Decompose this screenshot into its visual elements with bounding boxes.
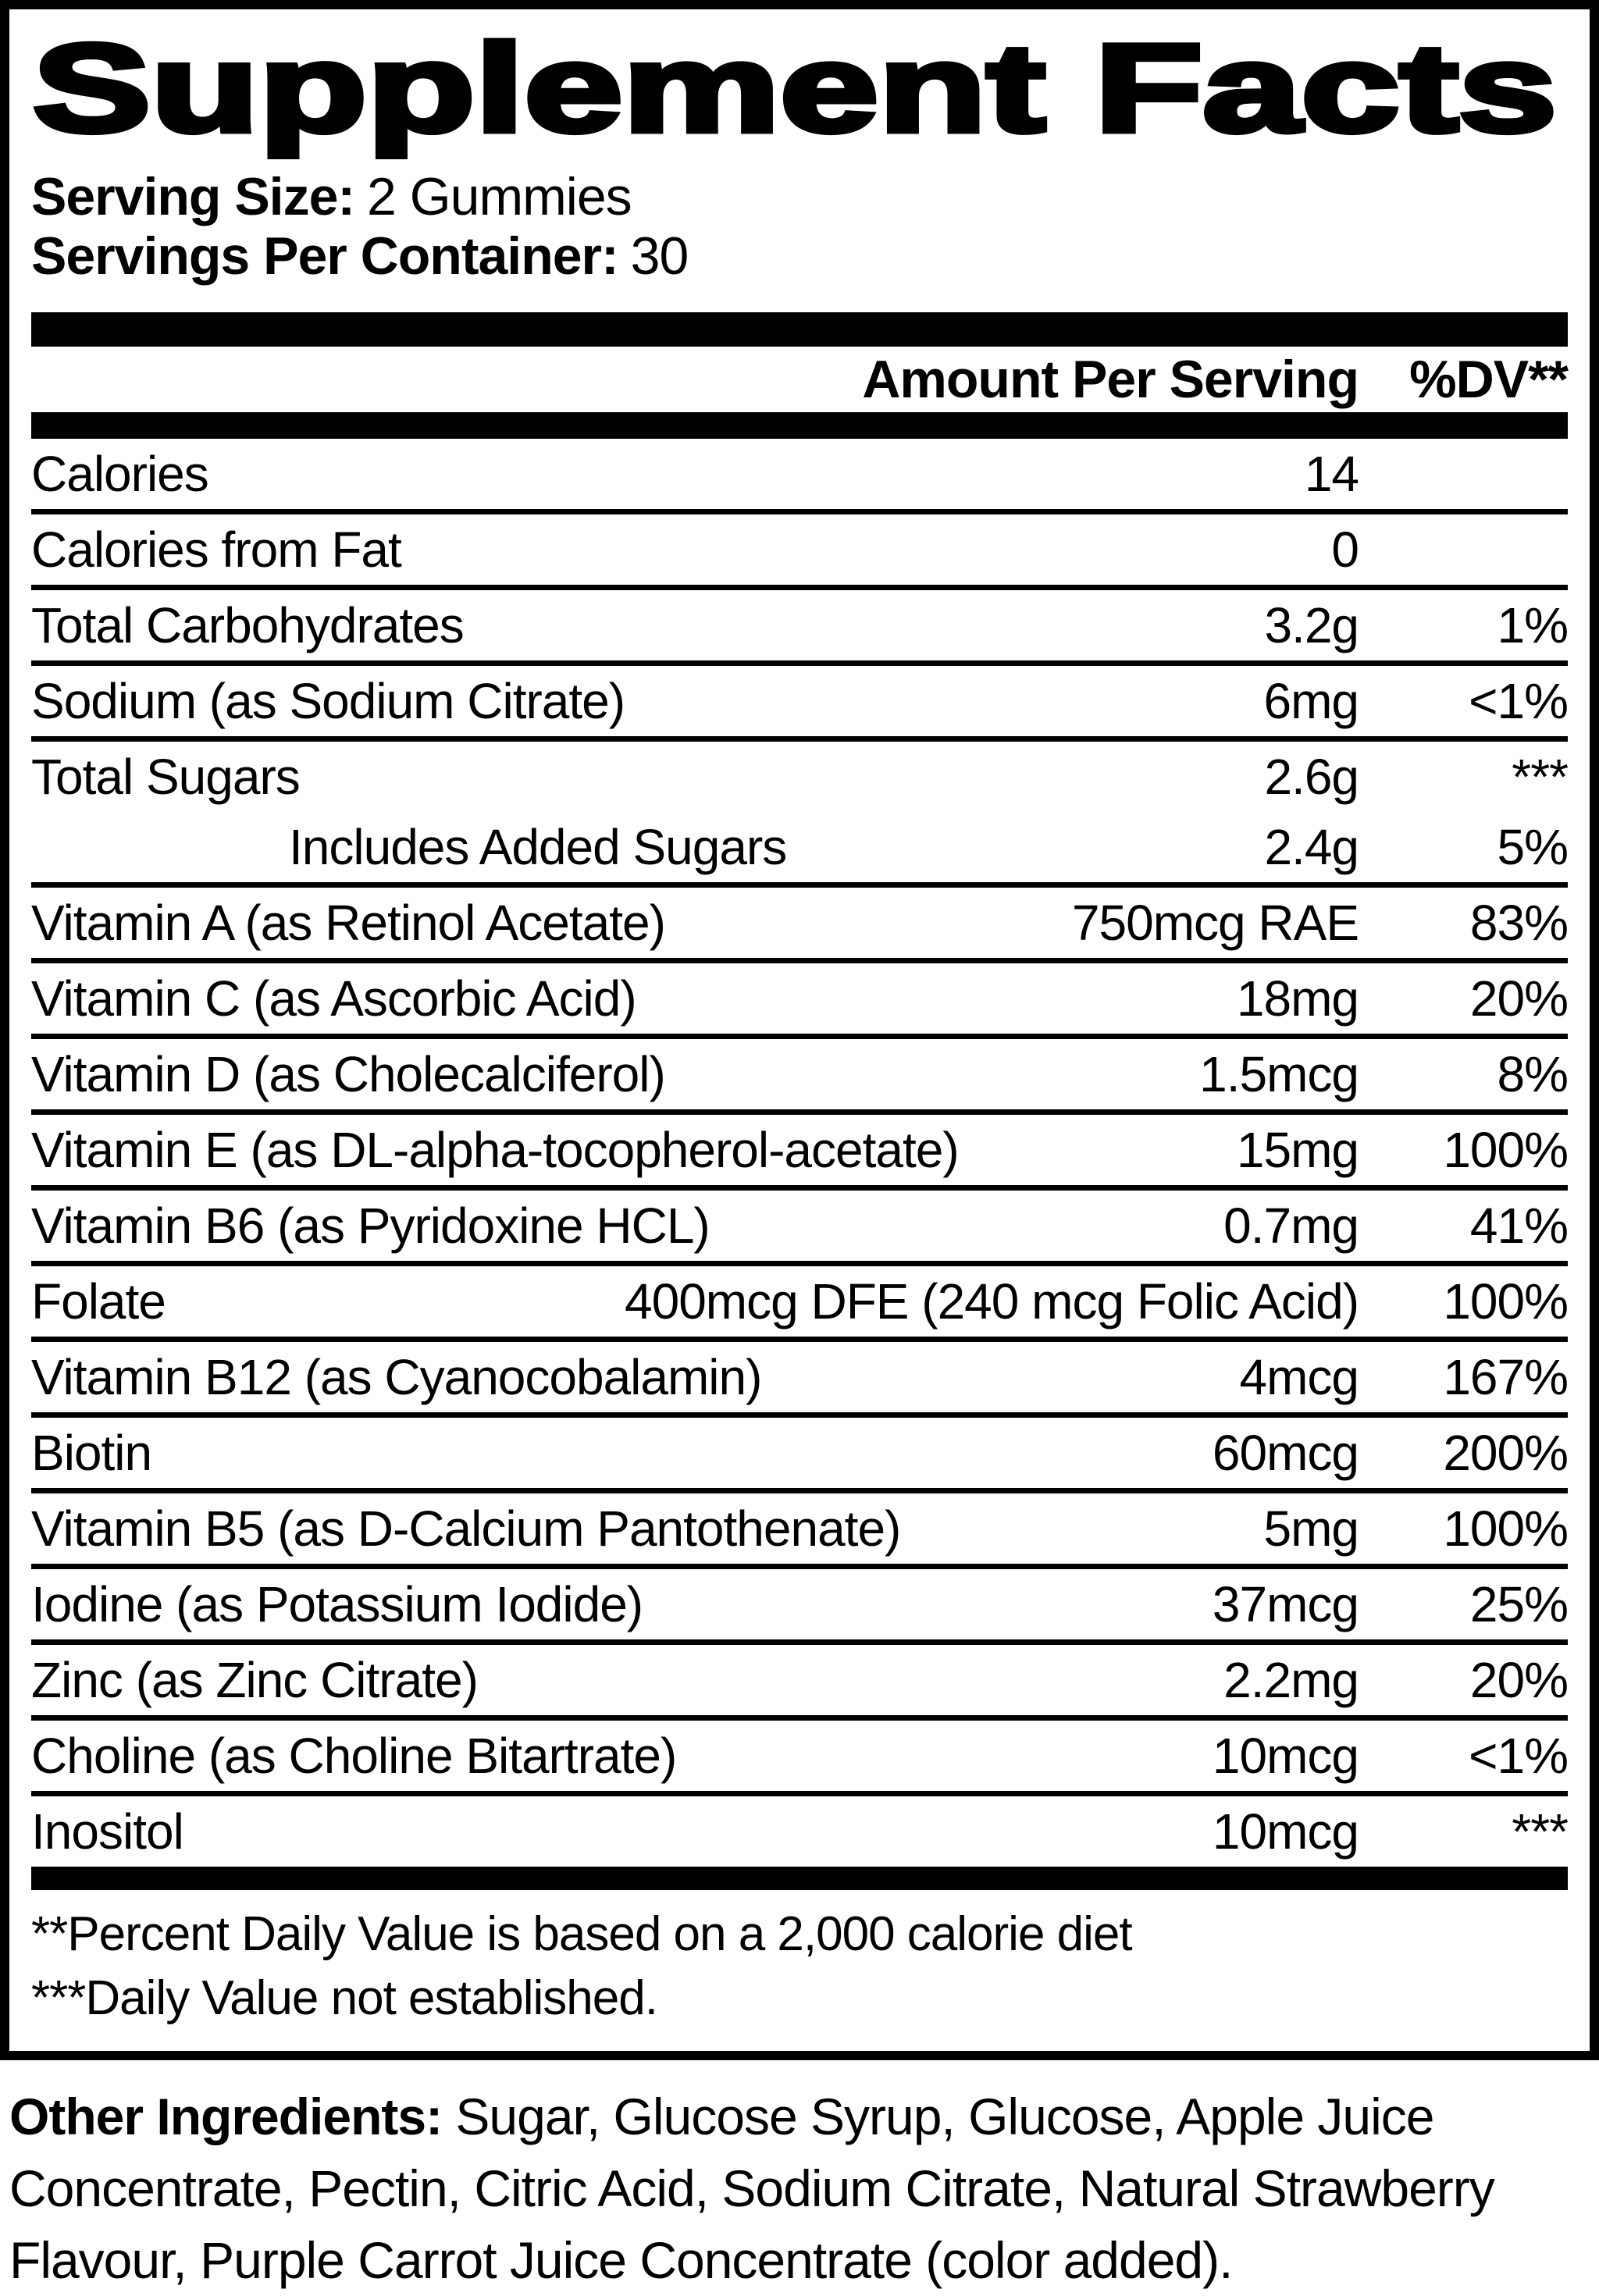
nutrient-amount: 0.7mg [1223, 1198, 1359, 1254]
nutrient-name: Vitamin C (as Ascorbic Acid) [31, 970, 637, 1027]
serving-block: Serving Size: 2 Gummies Servings Per Cont… [31, 167, 1568, 286]
table-row-total-carbohydrates: Total Carbohydrates 3.2g 1% [31, 590, 1569, 666]
table-row-biotin: Biotin 60mcg 200% [31, 1418, 1569, 1493]
divider-bar-header [31, 412, 1568, 439]
nutrient-amount: 15mg [1236, 1122, 1359, 1178]
table-row-choline: Choline (as Choline Bitartrate) 10mcg <1… [31, 1721, 1569, 1796]
nutrient-name: Vitamin A (as Retinol Acetate) [31, 895, 666, 951]
nutrient-amount: 2.6g [1264, 749, 1359, 805]
nutrient-dv: <1% [1469, 673, 1569, 729]
table-row-vitamin-a: Vitamin A (as Retinol Acetate) 750mcg RA… [31, 888, 1569, 963]
nutrient-name: Calories [31, 446, 209, 502]
table-row-inositol: Inositol 10mcg *** [31, 1796, 1569, 1867]
table-row-vitamin-e: Vitamin E (as DL-alpha-tocopherol-acetat… [31, 1115, 1569, 1191]
nutrient-name: Vitamin B6 (as Pyridoxine HCL) [31, 1198, 710, 1254]
table-row-vitamin-b6: Vitamin B6 (as Pyridoxine HCL) 0.7mg 41% [31, 1191, 1569, 1266]
nutrient-name: Vitamin D (as Cholecalciferol) [31, 1046, 666, 1102]
nutrient-amount: 2.4g [1264, 819, 1359, 875]
nutrient-name: Sodium (as Sodium Citrate) [31, 673, 625, 729]
nutrient-amount: 0 [1331, 521, 1359, 578]
nutrient-dv: 100% [1443, 1273, 1569, 1330]
nutrient-amount: 37mcg [1212, 1576, 1359, 1632]
nutrient-name: Includes Added Sugars [289, 819, 787, 875]
servings-per-container-value: 30 [630, 226, 689, 286]
nutrient-name: Zinc (as Zinc Citrate) [31, 1652, 479, 1708]
table-row-vitamin-b5: Vitamin B5 (as D-Calcium Pantothenate) 5… [31, 1493, 1569, 1569]
footnote-daily-value: **Percent Daily Value is based on a 2,00… [31, 1907, 1133, 1961]
nutrient-dv: 41% [1469, 1198, 1569, 1254]
nutrient-dv: 100% [1443, 1500, 1569, 1557]
nutrient-table: Calories 14 Calories from Fat 0 Total Ca… [31, 439, 1569, 1867]
nutrient-amount: 6mg [1263, 673, 1359, 729]
nutrient-name: Vitamin B12 (as Cyanocobalamin) [31, 1349, 762, 1405]
servings-per-container-label: Servings Per Container: [31, 226, 619, 286]
nutrient-name: Folate [31, 1273, 166, 1330]
nutrient-name: Choline (as Choline Bitartrate) [31, 1728, 677, 1784]
nutrient-name: Biotin [31, 1425, 152, 1481]
nutrient-dv: 200% [1443, 1425, 1569, 1481]
nutrient-name: Vitamin B5 (as D-Calcium Pantothenate) [31, 1500, 901, 1557]
amount-per-serving-header: Amount Per Serving [862, 350, 1359, 409]
footnote-not-established: ***Daily Value not established. [31, 1971, 658, 2025]
serving-size-label: Serving Size: [31, 167, 355, 226]
nutrient-dv: 1% [1497, 597, 1569, 653]
title-svg: Supplement Facts [30, 16, 1560, 161]
nutrient-amount: 2.2mg [1223, 1652, 1359, 1708]
percent-dv-header: %DV** [1409, 350, 1569, 409]
table-row-folate: Folate 400mcg DFE (240 mcg Folic Acid) 1… [31, 1266, 1569, 1342]
nutrient-amount: 10mcg [1212, 1728, 1359, 1784]
nutrient-dv: *** [1512, 749, 1569, 805]
nutrient-name: Calories from Fat [31, 521, 402, 578]
footnotes: **Percent Daily Value is based on a 2,00… [31, 1890, 1568, 2051]
title-wrap: Supplement Facts [30, 9, 1568, 161]
nutrient-dv: 20% [1469, 970, 1569, 1027]
nutrient-dv: 5% [1497, 819, 1569, 875]
servings-per-container-row: Servings Per Container: 30 [31, 226, 1568, 286]
table-row-vitamin-d: Vitamin D (as Cholecalciferol) 1.5mcg 8% [31, 1039, 1569, 1115]
nutrient-name: Total Carbohydrates [31, 597, 465, 653]
serving-size-row: Serving Size: 2 Gummies [31, 167, 1568, 226]
nutrient-amount: 10mcg [1212, 1803, 1359, 1860]
nutrient-dv: 8% [1497, 1046, 1569, 1102]
nutrient-dv: <1% [1469, 1728, 1569, 1784]
nutrient-amount: 750mcg RAE [1071, 895, 1359, 951]
table-row-sodium: Sodium (as Sodium Citrate) 6mg <1% [31, 666, 1569, 742]
table-row-zinc: Zinc (as Zinc Citrate) 2.2mg 20% [31, 1645, 1569, 1721]
table-row-total-sugars: Total Sugars 2.6g *** [31, 742, 1569, 812]
nutrient-dv: 100% [1443, 1122, 1569, 1178]
nutrient-amount: 400mcg DFE (240 mcg Folic Acid) [625, 1273, 1359, 1330]
page-title: Supplement Facts [33, 20, 1557, 158]
nutrient-dv: 25% [1469, 1576, 1569, 1632]
nutrient-amount: 5mg [1263, 1500, 1359, 1557]
nutrient-name: Iodine (as Potassium Iodide) [31, 1576, 643, 1632]
nutrient-name: Vitamin E (as DL-alpha-tocopherol-acetat… [31, 1122, 960, 1178]
serving-size-value: 2 Gummies [367, 167, 632, 226]
nutrient-amount: 18mg [1236, 970, 1359, 1027]
other-ingredients-label: Other Ingredients: [9, 2088, 443, 2145]
nutrient-dv: 20% [1469, 1652, 1569, 1708]
nutrient-amount: 1.5mcg [1199, 1046, 1359, 1102]
nutrient-dv: 83% [1469, 895, 1569, 951]
table-row-added-sugars: Includes Added Sugars 2.4g 5% [31, 812, 1569, 888]
other-ingredients: Other Ingredients: Sugar, Glucose Syrup,… [0, 2060, 1599, 2296]
nutrient-dv: *** [1512, 1803, 1569, 1860]
table-header-row: Amount Per Serving %DV** [31, 347, 1569, 412]
nutrient-amount: 3.2g [1264, 597, 1359, 653]
table-row-vitamin-c: Vitamin C (as Ascorbic Acid) 18mg 20% [31, 963, 1569, 1039]
nutrient-amount: 4mcg [1239, 1349, 1359, 1405]
nutrient-name: Inositol [31, 1803, 184, 1860]
table-row-calories: Calories 14 [31, 439, 1568, 514]
divider-bar-top [31, 312, 1568, 347]
nutrient-amount: 60mcg [1212, 1425, 1359, 1481]
supplement-facts-box: Supplement Facts Serving Size: 2 Gummies … [0, 0, 1599, 2060]
divider-bar-footnote [31, 1867, 1568, 1890]
nutrient-dv: 167% [1443, 1349, 1569, 1405]
table-row-iodine: Iodine (as Potassium Iodide) 37mcg 25% [31, 1569, 1569, 1645]
nutrient-name: Total Sugars [31, 749, 301, 805]
table-row-calories-from-fat: Calories from Fat 0 [31, 514, 1568, 590]
table-row-vitamin-b12: Vitamin B12 (as Cyanocobalamin) 4mcg 167… [31, 1342, 1569, 1418]
nutrient-amount: 14 [1304, 446, 1359, 502]
